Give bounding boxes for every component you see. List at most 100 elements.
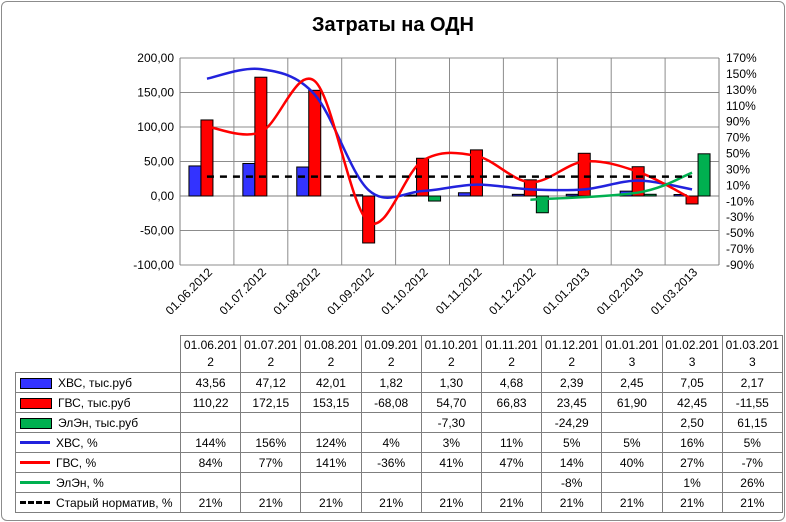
y-right-tick-label: 150% [726, 67, 757, 81]
table-header-cell: 01.01.201 3 [601, 335, 663, 373]
bar [254, 76, 268, 197]
table-cell: 84% [179, 452, 242, 473]
legend-key-dashed [20, 500, 50, 504]
legend-label: ХВС, тыс.руб [58, 375, 132, 390]
table-header-cell: 01.06.201 2 [179, 335, 242, 373]
table-cell: 2,45 [601, 372, 663, 393]
y-right-tick-label: 30% [726, 162, 750, 176]
legend-key-line [20, 480, 50, 484]
table-corner [15, 335, 181, 373]
table-cell: 61,15 [721, 412, 783, 433]
legend-label: ГВС, тыс.руб [58, 395, 131, 410]
table-cell [240, 412, 302, 433]
table-cell: 23,45 [541, 392, 603, 413]
legend-label: ГВС, % [56, 455, 97, 470]
table-cell: 3% [420, 432, 482, 453]
bar [188, 165, 202, 197]
x-tick-label: 01.08.2012 [271, 265, 324, 318]
bar [296, 166, 310, 197]
table-header-cell: 01.02.201 3 [661, 335, 723, 373]
table-cell: 1,82 [360, 372, 422, 393]
table-cell: 47% [480, 452, 543, 473]
table-cell: -36% [360, 452, 422, 473]
table-header-cell: 01.08.201 2 [300, 335, 362, 373]
table-cell: -7% [721, 452, 783, 473]
x-tick-label: 01.03.2013 [648, 265, 701, 318]
legend-key-bar [20, 417, 52, 429]
x-tick-label: 01.12.2012 [486, 265, 539, 318]
legend-key-line [20, 440, 50, 444]
table-cell: 153,15 [300, 392, 362, 413]
y-right-tick-label: 70% [726, 131, 750, 145]
table-cell [601, 472, 663, 493]
legend-entry: Старый норматив, % [15, 492, 181, 513]
y-right-tick-label: -30% [726, 210, 754, 224]
table-cell: 11% [480, 432, 543, 453]
table-cell: 54,70 [420, 392, 482, 413]
table-cell: 14% [541, 452, 603, 473]
table-cell: 4% [360, 432, 422, 453]
table-cell: 61,90 [601, 392, 663, 413]
table-row: ЭлЭн, % -8% 1% 26% [15, 472, 783, 493]
table-cell: 21% [179, 492, 242, 513]
bar [308, 89, 322, 197]
table-row: ЭлЭн, тыс.руб -7,30 -24,29 2,50 61,15 [15, 412, 783, 433]
table-row: ХВС, % 144% 156% 124% 4% 3% 11% 5% 5% 16% 5% [15, 432, 783, 453]
x-tick-label: 01.06.2012 [163, 265, 216, 318]
table-header-cell: 01.07.201 2 [240, 335, 302, 373]
y-left-tick-label: -100,00 [133, 258, 174, 272]
table-cell [360, 472, 422, 493]
legend-label: ЭлЭн, тыс.руб [58, 415, 139, 430]
table-cell: 1% [661, 472, 723, 493]
table-cell: 156% [240, 432, 302, 453]
legend-label: Старый норматив, % [56, 495, 173, 510]
x-tick-label: 01.01.2013 [540, 265, 593, 318]
y-left-tick-label: 150,00 [137, 86, 174, 100]
y-left-tick-label: 0,00 [151, 189, 175, 203]
y-right-tick-label: 110% [726, 99, 756, 113]
y-right-tick-label: 90% [726, 115, 750, 129]
table-cell: 141% [300, 452, 362, 473]
table-header-cell: 01.11.201 2 [480, 335, 543, 373]
table-cell: 1,30 [420, 372, 482, 393]
legend-entry: ХВС, % [15, 432, 181, 453]
table-cell: 7,05 [661, 372, 723, 393]
legend-entry: ЭлЭн, % [15, 472, 181, 493]
bar [200, 119, 214, 197]
bar [428, 195, 442, 202]
table-cell: 16% [661, 432, 723, 453]
table-cell: 77% [240, 452, 302, 473]
legend-label: ХВС, % [56, 435, 98, 450]
legend-entry: ХВС, тыс.руб [15, 372, 181, 393]
bar [350, 194, 364, 197]
table-row: ГВС, % 84% 77% 141% -36% 41% 47% 14% 40% 27% -7% [15, 452, 783, 473]
bar [565, 193, 579, 197]
table-cell: 47,12 [240, 372, 302, 393]
legend-label: ЭлЭн, % [56, 475, 104, 490]
legend-entry: ГВС, % [15, 452, 181, 473]
table-cell [360, 412, 422, 433]
y-left-tick-label: -50,00 [140, 224, 174, 238]
table-cell: 43,56 [179, 372, 242, 393]
table-cell: 5% [721, 432, 783, 453]
table-cell: -24,29 [541, 412, 603, 433]
x-tick-label: 01.11.2012 [433, 265, 485, 317]
x-tick-label: 01.10.2012 [378, 265, 431, 318]
chart-title: Затраты на ОДН [312, 14, 474, 36]
table-cell: 124% [300, 432, 362, 453]
bar [457, 192, 471, 197]
table-cell: 41% [420, 452, 482, 473]
table-cell: 2,39 [541, 372, 603, 393]
table-cell [601, 412, 663, 433]
table-cell: 26% [721, 472, 783, 493]
bar [362, 195, 376, 244]
table-cell: 21% [420, 492, 482, 513]
table-header-cell: 01.03.201 3 [721, 335, 783, 373]
series-line [206, 77, 693, 226]
y-left-tick-label: 100,00 [137, 120, 174, 134]
table-row: ХВС, тыс.руб 43,56 47,12 42,01 1,82 1,30 4,68 2… [15, 372, 783, 393]
table-cell: -8% [541, 472, 603, 493]
data-table: 01.06.201 2 01.07.201 2 01.08.201 2 01.09.2… [15, 335, 783, 513]
